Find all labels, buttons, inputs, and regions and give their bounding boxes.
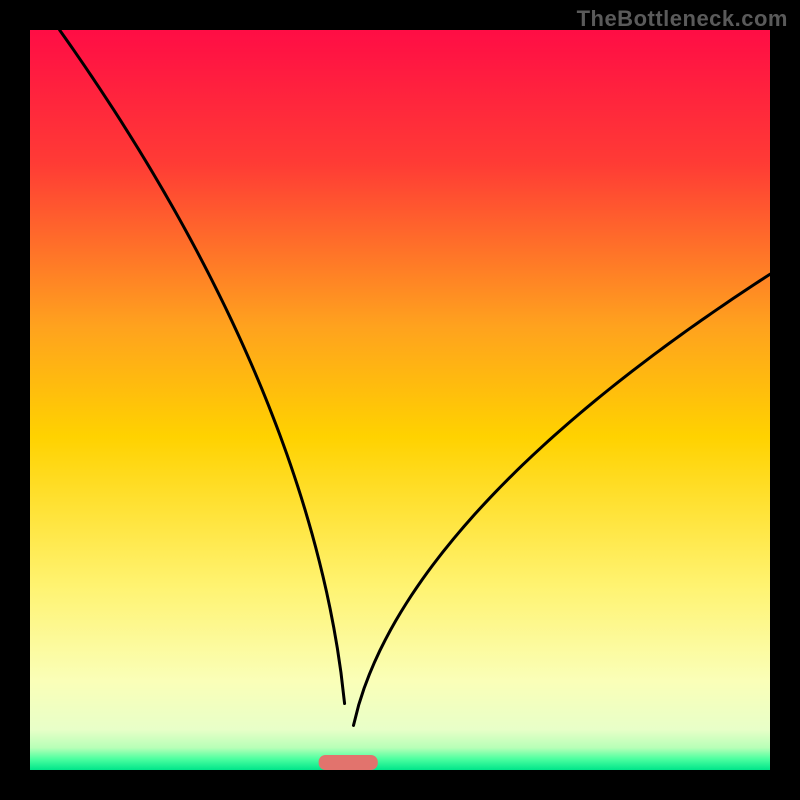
canvas-root: TheBottleneck.com — [0, 0, 800, 800]
bottleneck-chart-svg — [0, 0, 800, 800]
attribution-label: TheBottleneck.com — [577, 6, 788, 32]
plot-gradient-rect — [30, 30, 770, 770]
optimal-marker — [319, 755, 378, 770]
